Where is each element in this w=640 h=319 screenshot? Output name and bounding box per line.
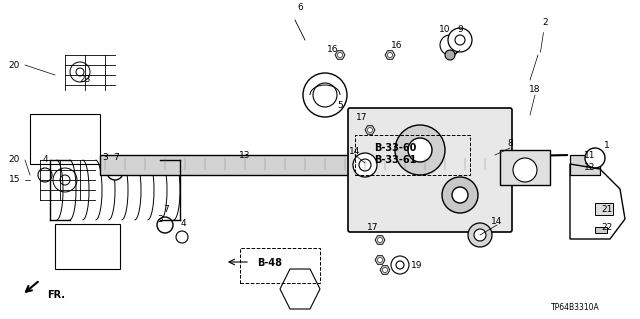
Circle shape: [396, 261, 404, 269]
Circle shape: [445, 50, 455, 60]
Polygon shape: [385, 51, 395, 59]
Text: 23: 23: [79, 76, 91, 85]
Text: 1: 1: [604, 140, 610, 150]
Bar: [500, 150, 550, 185]
Circle shape: [367, 128, 372, 132]
Bar: [240, 248, 320, 283]
Polygon shape: [375, 256, 385, 264]
Circle shape: [53, 168, 77, 192]
Text: 7: 7: [113, 153, 119, 162]
Circle shape: [452, 187, 468, 203]
Bar: [100, 155, 500, 175]
Text: 16: 16: [391, 41, 403, 49]
Bar: [595, 227, 607, 233]
Bar: [355, 135, 470, 175]
Text: 8: 8: [507, 138, 513, 147]
Circle shape: [513, 158, 537, 182]
Text: 7: 7: [163, 205, 169, 214]
Text: 16: 16: [327, 46, 339, 55]
Text: TP64B3310A: TP64B3310A: [551, 303, 600, 313]
Circle shape: [440, 35, 460, 55]
Polygon shape: [365, 126, 375, 134]
Text: FR.: FR.: [47, 290, 65, 300]
Circle shape: [387, 53, 392, 57]
Text: 20: 20: [8, 155, 20, 165]
Circle shape: [474, 229, 486, 241]
Text: 12: 12: [584, 164, 596, 173]
FancyArrowPatch shape: [103, 155, 567, 165]
Circle shape: [378, 257, 383, 263]
Circle shape: [157, 217, 173, 233]
Circle shape: [455, 35, 465, 45]
Circle shape: [38, 168, 52, 182]
Circle shape: [448, 28, 472, 52]
Bar: [595, 203, 613, 215]
Circle shape: [107, 164, 123, 180]
Text: 3: 3: [102, 153, 108, 162]
Circle shape: [442, 177, 478, 213]
Circle shape: [391, 256, 409, 274]
Circle shape: [383, 268, 387, 272]
Text: B-48: B-48: [257, 258, 282, 268]
Text: 14: 14: [492, 218, 502, 226]
Text: 3: 3: [157, 216, 163, 225]
Circle shape: [395, 125, 445, 175]
Text: 6: 6: [297, 4, 303, 12]
Circle shape: [303, 73, 347, 117]
FancyBboxPatch shape: [348, 108, 512, 232]
Text: 20: 20: [8, 61, 20, 70]
Circle shape: [353, 153, 377, 177]
Text: 13: 13: [239, 151, 251, 160]
Text: 17: 17: [367, 222, 379, 232]
Text: 22: 22: [602, 224, 612, 233]
Text: 17: 17: [356, 113, 368, 122]
Circle shape: [313, 83, 337, 107]
Circle shape: [70, 62, 90, 82]
Text: 18: 18: [529, 85, 541, 94]
Text: 4: 4: [180, 219, 186, 227]
Circle shape: [359, 159, 371, 171]
Polygon shape: [335, 51, 345, 59]
Text: 4: 4: [42, 155, 48, 165]
Text: 15: 15: [9, 175, 20, 184]
Text: 11: 11: [584, 151, 596, 160]
Circle shape: [76, 68, 84, 76]
Text: 14: 14: [349, 147, 361, 157]
Circle shape: [468, 223, 492, 247]
Circle shape: [337, 53, 342, 57]
Text: 9: 9: [457, 26, 463, 34]
Circle shape: [408, 138, 432, 162]
Text: B-33-60: B-33-60: [374, 143, 416, 153]
Circle shape: [176, 231, 188, 243]
Text: B-33-61: B-33-61: [374, 155, 416, 165]
Bar: [570, 155, 600, 175]
Text: 2: 2: [540, 18, 548, 52]
Circle shape: [378, 238, 383, 242]
Circle shape: [60, 175, 70, 185]
Polygon shape: [375, 236, 385, 244]
Text: 19: 19: [412, 261, 423, 270]
Text: 10: 10: [439, 26, 451, 34]
Text: 5: 5: [337, 100, 343, 109]
Circle shape: [585, 148, 605, 168]
Text: 21: 21: [602, 205, 612, 214]
Polygon shape: [380, 266, 390, 274]
